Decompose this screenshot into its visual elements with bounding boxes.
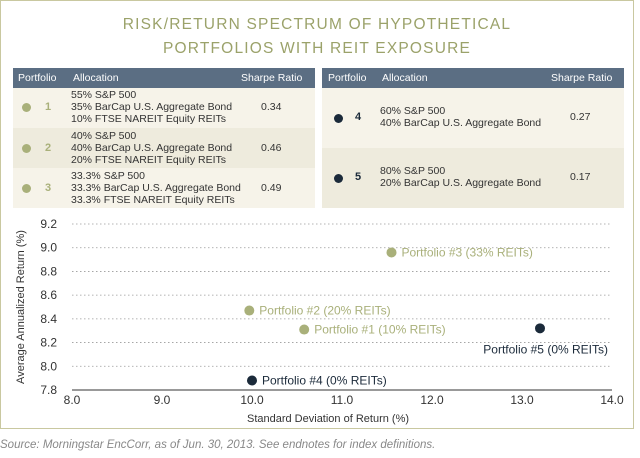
data-label: Portfolio #4 (0% REITs) <box>262 374 387 388</box>
data-label: Portfolio #1 (10% REITs) <box>314 323 445 337</box>
data-label: Portfolio #3 (33% REITs) <box>402 245 533 259</box>
allocation-text: 80% S&P 500 20% BarCap U.S. Aggregate Bo… <box>380 165 541 189</box>
data-label: Portfolio #5 (0% REITs) <box>483 342 608 356</box>
chart-frame <box>0 0 634 429</box>
source-note: Source: Morningstar EncCorr, as of Jun. … <box>0 439 436 451</box>
x-tick-label: 13.0 <box>510 393 534 407</box>
y-tick-label: 8.8 <box>40 264 57 278</box>
allocation-text: 60% S&P 500 40% BarCap U.S. Aggregate Bo… <box>380 105 541 129</box>
x-tick-label: 12.0 <box>420 393 444 407</box>
y-tick-label: 9.2 <box>40 217 57 231</box>
header-portfolio: Portfolio <box>18 72 57 84</box>
allocation-line: 10% FTSE NAREIT Equity REITs <box>71 113 227 125</box>
scatter-chart: 7.8 8.0 8.2 8.4 8.6 8.8 9.0 9.2 8.0 9.0 10.0 11.0 12… <box>15 217 624 425</box>
table-left-header: Portfolio Allocation Sharpe Ratio <box>13 68 315 88</box>
y-tick-label: 8.2 <box>40 336 57 350</box>
y-tick-label: 8.6 <box>40 288 57 302</box>
allocation-line: 40% BarCap U.S. Aggregate Bond <box>380 117 542 129</box>
portfolio-dot-icon <box>22 184 31 193</box>
header-sharpe: Sharpe Ratio <box>241 72 303 84</box>
data-point <box>386 247 397 258</box>
table-right: Portfolio Allocation Sharpe Ratio 4 60% … <box>322 68 624 208</box>
data-point <box>244 305 255 316</box>
data-point <box>247 375 257 386</box>
header-sharpe: Sharpe Ratio <box>551 72 613 84</box>
sharpe-value: 0.34 <box>261 101 282 113</box>
chart-title-line2: PORTFOLIOS WITH REIT EXPOSURE <box>162 40 472 57</box>
portfolio-number: 2 <box>45 142 52 154</box>
allocation-line: 20% FTSE NAREIT Equity REITs <box>71 154 227 166</box>
portfolio-number: 5 <box>355 171 362 183</box>
y-tick-label: 8.0 <box>40 359 57 373</box>
portfolio-number: 1 <box>45 101 52 113</box>
allocation-line: 40% BarCap U.S. Aggregate Bond <box>71 142 233 154</box>
chart-title-line1: RISK/RETURN SPECTRUM OF HYPOTHETICAL <box>122 16 512 33</box>
header-allocation: Allocation <box>73 72 119 84</box>
y-tick-label: 8.4 <box>40 312 57 326</box>
sharpe-value: 0.49 <box>261 182 282 194</box>
x-tick-label: 14.0 <box>600 393 624 407</box>
header-portfolio: Portfolio <box>328 72 367 84</box>
allocation-line: 20% BarCap U.S. Aggregate Bond <box>380 177 542 189</box>
y-axis-label: Average Annualized Return (%) <box>15 230 27 384</box>
table-left: Portfolio Allocation Sharpe Ratio 1 55% … <box>13 68 315 208</box>
portfolio-dot-icon <box>22 103 31 112</box>
x-tick-label: 8.0 <box>64 393 81 407</box>
x-tick-label: 11.0 <box>331 393 354 407</box>
allocation-line: 33.3% BarCap U.S. Aggregate Bond <box>71 182 241 194</box>
allocation-text: 33.3% S&P 500 33.3% BarCap U.S. Aggregat… <box>71 170 241 206</box>
table-row: 2 40% S&P 500 40% BarCap U.S. Aggregate … <box>13 128 315 168</box>
allocation-line: 55% S&P 500 <box>71 89 137 101</box>
data-label: Portfolio #2 (20% REITs) <box>259 304 390 318</box>
allocation-text: 40% S&P 500 40% BarCap U.S. Aggregate Bo… <box>71 130 232 166</box>
table-row: 5 80% S&P 500 20% BarCap U.S. Aggregate … <box>322 148 624 208</box>
portfolio-number: 3 <box>45 182 52 194</box>
x-axis-label: Standard Deviation of Return (%) <box>247 413 409 425</box>
header-allocation: Allocation <box>382 72 428 84</box>
sharpe-value: 0.46 <box>261 142 282 154</box>
table-right-header: Portfolio Allocation Sharpe Ratio <box>322 68 624 88</box>
x-tick-label: 9.0 <box>154 393 171 407</box>
portfolio-dot-icon <box>334 174 343 183</box>
allocation-line: 33.3% FTSE NAREIT Equity REITs <box>71 194 235 206</box>
data-point <box>535 323 545 334</box>
x-tick-label: 10.0 <box>240 393 264 407</box>
y-tick-label: 9.0 <box>40 241 57 255</box>
allocation-line: 60% S&P 500 <box>380 105 446 117</box>
allocation-line: 40% S&P 500 <box>71 130 137 142</box>
sharpe-value: 0.27 <box>570 111 591 123</box>
table-row: 4 60% S&P 500 40% BarCap U.S. Aggregate … <box>322 88 624 148</box>
portfolio-dot-icon <box>334 114 343 123</box>
sharpe-value: 0.17 <box>570 171 591 183</box>
portfolio-number: 4 <box>355 111 362 123</box>
allocation-line: 33.3% S&P 500 <box>71 170 145 182</box>
allocation-text: 55% S&P 500 35% BarCap U.S. Aggregate Bo… <box>71 89 232 125</box>
portfolio-dot-icon <box>22 144 31 153</box>
table-row: 3 33.3% S&P 500 33.3% BarCap U.S. Aggreg… <box>13 168 315 208</box>
allocation-line: 35% BarCap U.S. Aggregate Bond <box>71 101 233 113</box>
allocation-line: 80% S&P 500 <box>380 165 446 177</box>
table-row: 1 55% S&P 500 35% BarCap U.S. Aggregate … <box>13 88 315 128</box>
y-tick-label: 7.8 <box>40 383 57 397</box>
data-point <box>299 324 310 335</box>
